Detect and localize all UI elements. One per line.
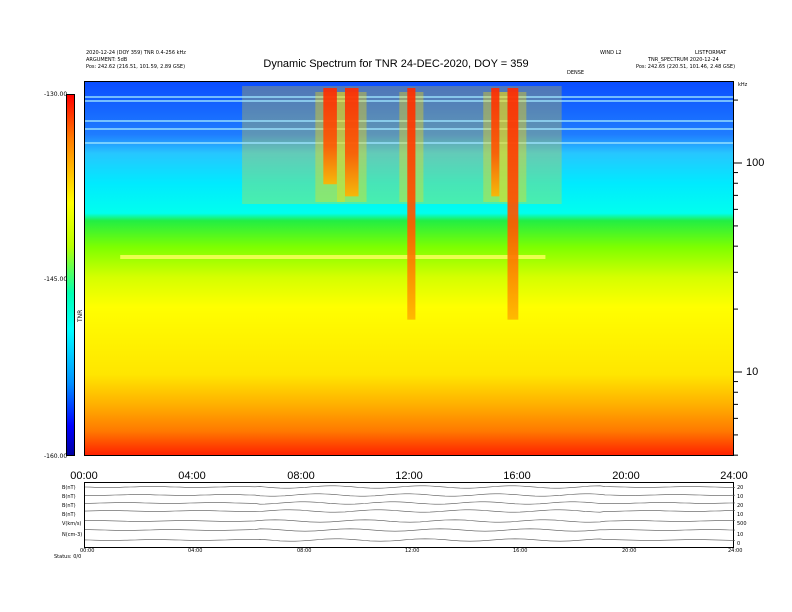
lower-x-tick-1: 04:00	[188, 548, 203, 554]
lower-x-tick-5: 20:00	[622, 548, 637, 554]
header-corner-unit: kHz	[738, 82, 748, 88]
lower-right-label-6: 0	[737, 541, 741, 547]
lower-timeseries-svg	[84, 485, 736, 542]
lower-trace-3	[84, 509, 736, 513]
lower-row-label-5: N(cm-3)	[62, 532, 83, 538]
lower-right-label-5: 10	[737, 532, 744, 538]
lower-status-label: Status: 0/0	[54, 554, 82, 560]
header-left-line3: Pos: 242.62 (216.51, 101.59, 2.89 GSE)	[86, 64, 186, 70]
x-tick-2: 08:00	[287, 470, 315, 482]
lower-row-label-0: B(nT)	[62, 485, 76, 491]
x-tick-0: 00:00	[70, 470, 98, 482]
colorbar	[66, 94, 75, 456]
header-right-line1b: LISTFORMAT	[695, 50, 727, 56]
burst-2	[407, 88, 416, 320]
header-left-line1: 2020-12-24 (DOY 359) TNR 0.4-256 kHz	[86, 50, 186, 56]
x-tick-6: 24:00	[720, 470, 748, 482]
lower-right-label-2: 20	[737, 503, 744, 509]
x-tick-3: 12:00	[395, 470, 423, 482]
burst-3	[491, 88, 500, 197]
lower-row-label-1: B(nT)	[62, 494, 76, 500]
lower-trace-6	[84, 538, 736, 542]
y-tick-10: 10	[746, 366, 759, 378]
y-tick-100: 100	[746, 157, 765, 169]
x-tick-1: 04:00	[178, 470, 206, 482]
lower-x-tick-3: 12:00	[405, 548, 420, 554]
header-right-line1: WIND L2	[600, 50, 622, 56]
lower-trace-1	[84, 493, 736, 497]
chart-title: Dynamic Spectrum for TNR 24-DEC-2020, DO…	[263, 58, 529, 70]
lower-right-label-1: 10	[737, 494, 744, 500]
x-tick-4: 16:00	[503, 470, 531, 482]
burst-1	[345, 88, 359, 197]
lower-x-tick-0: 00:00	[80, 548, 95, 554]
lower-trace-0	[84, 485, 735, 489]
colorbar-bottom-label: -160.00	[44, 453, 68, 460]
lower-row-label-3: B(nT)	[62, 512, 76, 518]
header-center-small: DENSE	[567, 70, 585, 76]
lower-row-label-4: V(km/s)	[62, 521, 82, 527]
emission-line	[120, 255, 546, 259]
lower-right-label-0: 20	[737, 485, 744, 491]
lower-x-tick-6: 24:00	[728, 548, 743, 554]
burst-0	[323, 88, 337, 185]
right-axis-ticks	[734, 99, 742, 456]
header-right-line3: Pos: 242.65 (220.51, 101.46, 2.48 GSE)	[636, 64, 736, 70]
lower-trace-4	[84, 519, 736, 523]
burst-4	[507, 88, 519, 320]
lower-x-tick-2: 08:00	[297, 548, 312, 554]
lower-trace-2	[84, 501, 736, 505]
header-left-line2: ARGUMENT: 5dB	[86, 57, 128, 63]
x-tick-5: 20:00	[612, 470, 640, 482]
lower-right-label-3: 10	[737, 512, 744, 518]
lower-timeseries-panel	[84, 482, 736, 548]
colorbar-mid-label: -145.00	[44, 276, 68, 283]
lower-trace-5	[84, 528, 736, 532]
spectrogram-svg	[85, 82, 733, 455]
header-right-line2: TNR_SPECTRUM 2020-12-24	[648, 57, 719, 63]
spectrogram-plot	[84, 81, 734, 456]
colorbar-unit-label: TNR	[77, 309, 84, 322]
colorbar-top-label: -130.00	[44, 91, 68, 98]
lower-right-label-4: 500	[737, 521, 747, 527]
lower-x-tick-4: 16:00	[513, 548, 528, 554]
spectrogram-burst-layer	[315, 88, 527, 320]
lower-row-label-2: B(nT)	[62, 503, 76, 509]
